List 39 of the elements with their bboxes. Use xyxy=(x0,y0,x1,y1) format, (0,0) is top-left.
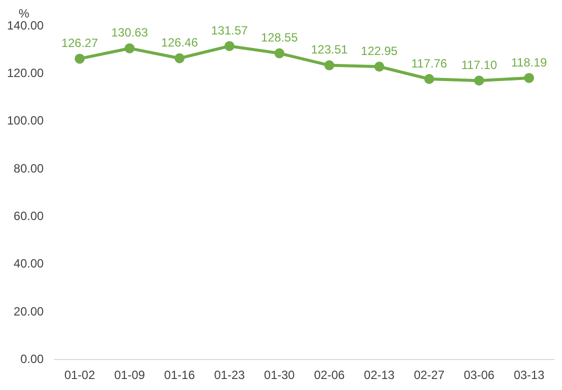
data-label: 122.95 xyxy=(360,44,398,58)
point xyxy=(74,54,85,64)
data-label: 123.51 xyxy=(310,42,348,57)
y-tick-label: 20.00 xyxy=(14,304,44,318)
point xyxy=(324,60,334,70)
x-tick-label: 03-06 xyxy=(464,368,495,382)
point xyxy=(474,76,484,86)
point xyxy=(374,62,384,72)
x-tick-label: 01-02 xyxy=(64,368,96,382)
data-label: 131.57 xyxy=(211,23,248,38)
y-tick-label: 0.00 xyxy=(20,352,44,366)
x-tick-label: 02-27 xyxy=(414,368,445,382)
x-tick-label: 01-09 xyxy=(114,368,146,382)
data-label: 128.55 xyxy=(261,30,298,45)
y-tick-label: 140.00 xyxy=(7,18,44,32)
y-tick-label: 100.00 xyxy=(7,114,44,128)
y-tick-label: 120.00 xyxy=(7,66,44,80)
point xyxy=(424,74,434,84)
y-tick-label: 80.00 xyxy=(14,161,44,176)
point xyxy=(174,53,185,64)
data-label: 118.19 xyxy=(511,55,548,70)
data-label: 117.76 xyxy=(411,56,448,70)
x-tick-label: 02-13 xyxy=(364,368,395,382)
x-tick-label: 03-13 xyxy=(514,368,545,382)
x-tick-label: 02-06 xyxy=(314,368,345,382)
point xyxy=(224,41,234,52)
data-label: 117.10 xyxy=(461,58,498,72)
point xyxy=(124,43,135,54)
data-label: 130.63 xyxy=(111,26,148,40)
point xyxy=(274,48,284,58)
y-tick-label: 40.00 xyxy=(14,256,44,271)
y-axis-title: % xyxy=(18,6,30,20)
data-label: 126.46 xyxy=(161,36,198,50)
y-tick-label: 60.00 xyxy=(14,208,44,223)
x-tick-label: 01-16 xyxy=(164,368,196,382)
data-label: 126.27 xyxy=(61,36,98,50)
x-tick-label: 01-30 xyxy=(264,368,296,382)
x-tick-label: 01-23 xyxy=(214,368,246,382)
point xyxy=(524,72,534,83)
